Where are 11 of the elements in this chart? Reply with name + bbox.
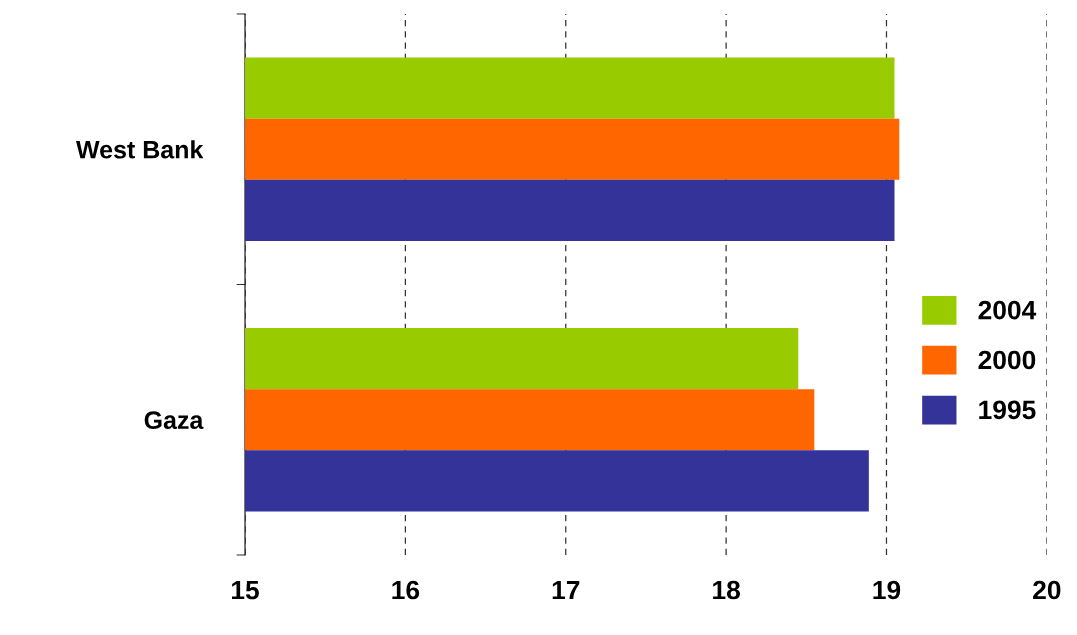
x-tick-label: 17 bbox=[552, 580, 580, 600]
legend-label: 2004 bbox=[978, 300, 1037, 320]
x-tick-label: 20 bbox=[1033, 580, 1061, 600]
x-tick-label: 16 bbox=[392, 580, 420, 600]
y-tick-label: West Bank bbox=[76, 140, 204, 159]
y-tick-label: Gaza bbox=[144, 411, 204, 430]
legend-label: 2000 bbox=[978, 350, 1036, 370]
x-tick-label: 15 bbox=[232, 580, 259, 600]
x-tick-label: 18 bbox=[713, 580, 740, 600]
legend-label: 1995 bbox=[979, 400, 1036, 420]
x-tick-label: 19 bbox=[873, 580, 901, 600]
